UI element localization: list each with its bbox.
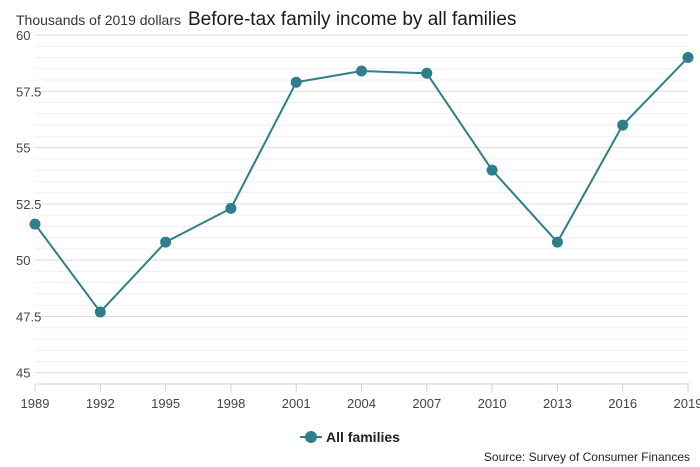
data-point: [29, 218, 41, 230]
x-tick-label: 1998: [216, 396, 245, 411]
data-point: [551, 236, 563, 248]
x-tick-label: 2013: [543, 396, 572, 411]
chart-title: Before-tax family income by all families: [188, 9, 516, 30]
y-tick-label: 60: [16, 28, 30, 43]
data-point: [225, 202, 237, 214]
y-tick-label: 50: [16, 253, 30, 268]
x-tick-label: 1989: [21, 396, 50, 411]
y-axis-tick-labels: 45 47.5 50 52.5 55 57.5 60: [16, 28, 41, 381]
x-tick-label: 1995: [151, 396, 180, 411]
data-point: [356, 65, 367, 77]
x-tick-label: 2016: [608, 396, 637, 411]
x-tick-label: 2010: [478, 396, 507, 411]
data-point: [94, 306, 106, 318]
source-note: Source: Survey of Consumer Finances: [484, 450, 690, 464]
series-line: [34, 56, 689, 313]
data-point: [160, 236, 172, 248]
y-tick-label: 57.5: [16, 84, 41, 99]
y-tick-label: 52.5: [16, 197, 41, 212]
legend-label: All families: [326, 429, 400, 445]
x-tick-label: 1992: [86, 396, 115, 411]
y-axis-title: Thousands of 2019 dollars: [16, 12, 181, 28]
data-point: [486, 164, 498, 176]
data-point: [290, 76, 302, 88]
legend-point-marker: [305, 431, 317, 443]
data-point: [682, 52, 694, 64]
gridlines: [35, 34, 688, 374]
x-axis-tick-labels: 1989 1992 1995 1998 2001 2004 2007 2010 2013 2016…: [21, 384, 700, 411]
y-tick-label: 47.5: [16, 309, 41, 324]
y-tick-label: 55: [16, 141, 30, 156]
legend[interactable]: All families: [300, 429, 400, 445]
series-group: [29, 52, 694, 318]
data-point: [421, 67, 433, 79]
x-tick-label: 2004: [347, 396, 376, 411]
y-tick-label: 45: [16, 366, 30, 381]
x-tick-label: 2019: [674, 396, 700, 411]
data-point: [617, 119, 629, 131]
x-tick-label: 2001: [282, 396, 311, 411]
x-tick-label: 2007: [412, 396, 441, 411]
